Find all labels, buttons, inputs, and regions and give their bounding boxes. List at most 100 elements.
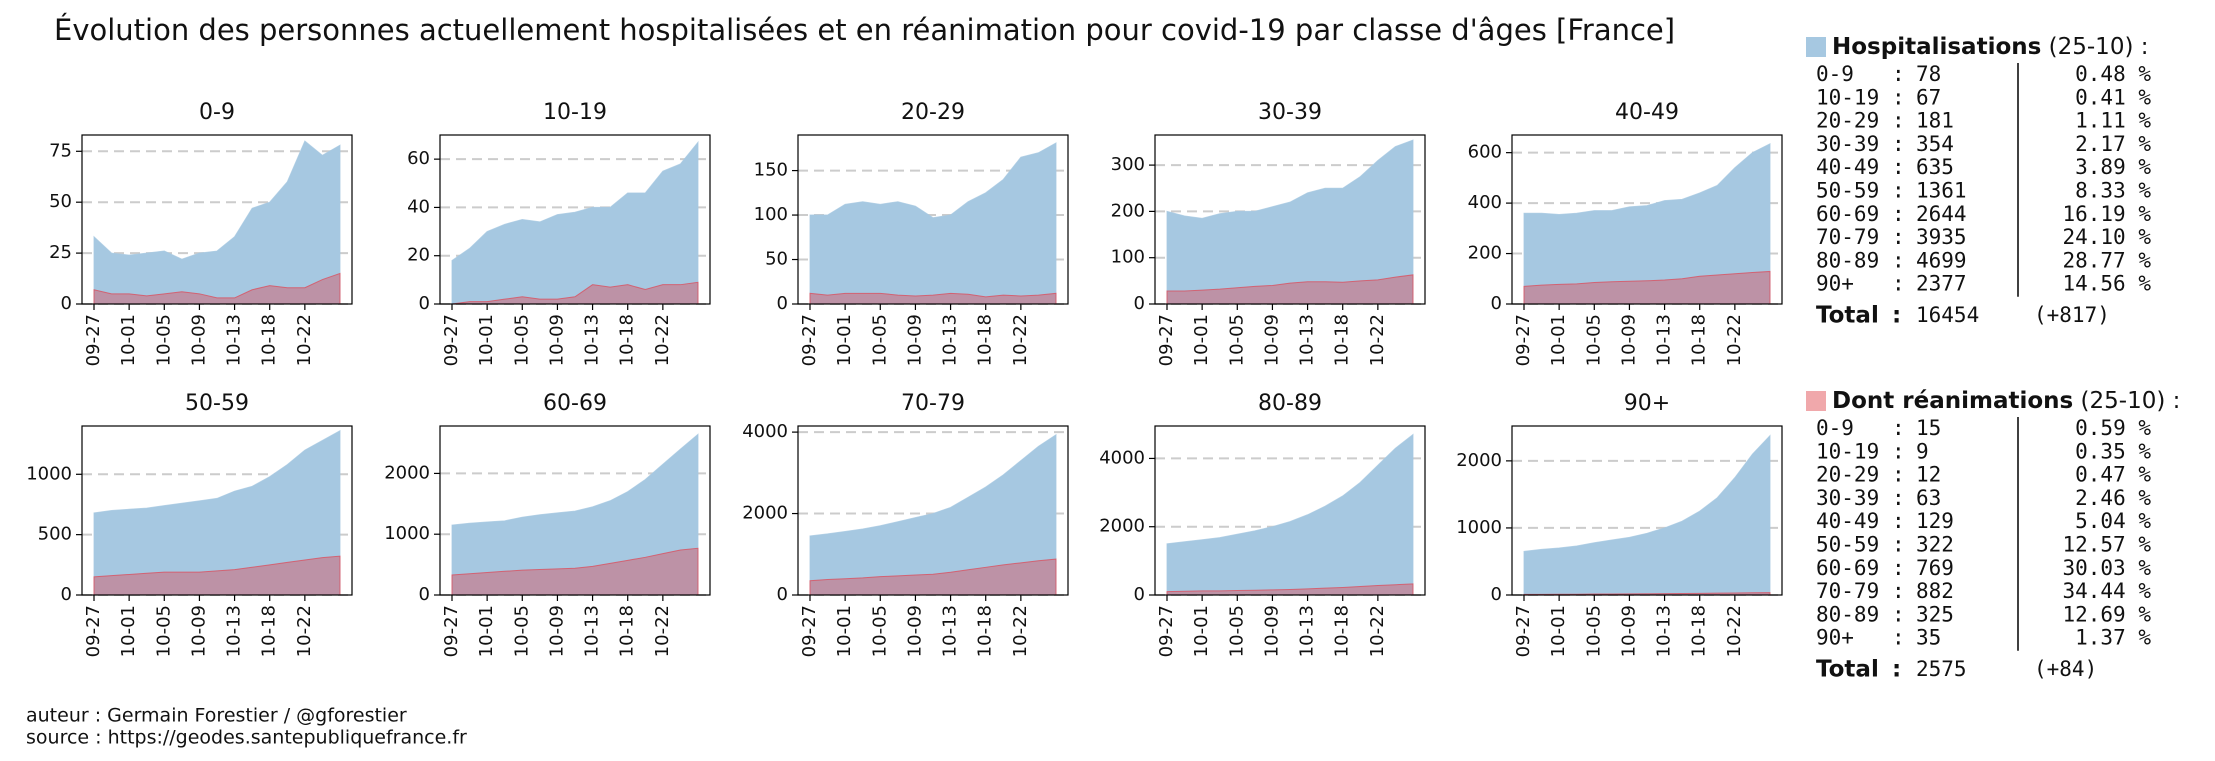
- x-tick-label: 10-18: [1689, 605, 1710, 657]
- percent: 34.44 %: [2062, 579, 2151, 603]
- y-tick-label: 1000: [1456, 517, 1502, 538]
- y-tick-label: 60: [407, 148, 430, 169]
- percent: 3.89 %: [2075, 155, 2151, 179]
- y-tick-label: 100: [754, 204, 788, 225]
- x-tick-label: 10-18: [259, 605, 280, 657]
- separator: :: [1892, 463, 1905, 487]
- separator: :: [1892, 556, 1905, 580]
- count: 882: [1916, 579, 1954, 603]
- percent: 8.33 %: [2075, 179, 2151, 203]
- percent: 2.17 %: [2075, 132, 2151, 156]
- x-tick-label: 10-09: [904, 314, 925, 366]
- count: 129: [1916, 509, 1954, 533]
- percent: 0.48 %: [2075, 62, 2151, 86]
- x-tick-label: 10-18: [617, 314, 638, 366]
- x-tick-label: 10-01: [476, 314, 497, 366]
- plot-frame: [1511, 134, 1783, 305]
- x-tick-label: 10-01: [1191, 314, 1212, 366]
- total-value: 16454: [1916, 303, 1979, 327]
- area: [451, 433, 699, 596]
- x-tick-label: 09-27: [83, 314, 104, 366]
- panel-title: 90+: [1624, 391, 1670, 416]
- area: [1166, 583, 1414, 596]
- percent: 0.59 %: [2075, 416, 2151, 440]
- count: 769: [1916, 556, 1954, 580]
- separator: :: [1892, 272, 1905, 296]
- percent: 2.46 %: [2075, 486, 2151, 510]
- age-label: 90+: [1816, 272, 1854, 296]
- y-tick-label: 0: [1134, 584, 1145, 605]
- x-tick-label: 10-05: [1583, 314, 1604, 366]
- area: [809, 433, 1057, 596]
- x-tick-label: 10-09: [546, 605, 567, 657]
- x-tick-label: 10-09: [188, 314, 209, 366]
- separator: :: [1892, 509, 1905, 533]
- x-tick-label: 10-18: [1332, 314, 1353, 366]
- age-label: 10-19: [1816, 439, 1879, 463]
- panel-title: 50-59: [185, 391, 249, 416]
- y-tick-label: 100: [1111, 247, 1145, 268]
- footer-author: auteur : Germain Forestier / @gforestier: [26, 705, 407, 727]
- x-tick-label: 10-18: [1689, 314, 1710, 366]
- x-tick-label: 10-01: [118, 314, 139, 366]
- age-label: 60-69: [1816, 202, 1879, 226]
- plot-frame: [439, 425, 711, 596]
- x-tick-label: 10-01: [834, 314, 855, 366]
- panel-title: 0-9: [199, 100, 235, 125]
- panel-title: 60-69: [543, 391, 607, 416]
- count: 1361: [1916, 179, 1967, 203]
- x-tick-label: 10-22: [1367, 605, 1388, 657]
- separator: :: [1892, 225, 1905, 249]
- y-tick-label: 0: [777, 584, 788, 605]
- y-tick-label: 0: [1491, 584, 1502, 605]
- count: 325: [1916, 602, 1954, 626]
- age-label: 10-19: [1816, 85, 1879, 109]
- plot-frame: [1154, 134, 1426, 305]
- count: 2377: [1916, 272, 1967, 296]
- percent: 0.47 %: [2075, 463, 2151, 487]
- x-tick-label: 10-22: [652, 314, 673, 366]
- y-tick-label: 2000: [1099, 516, 1145, 537]
- x-tick-label: 10-22: [1010, 605, 1031, 657]
- area: [93, 555, 341, 596]
- x-tick-label: 10-22: [294, 314, 315, 366]
- x-tick-label: 10-05: [511, 314, 532, 366]
- area: [451, 547, 699, 596]
- area: [93, 140, 341, 305]
- age-label: 40-49: [1816, 155, 1879, 179]
- x-tick-label: 10-09: [1261, 314, 1282, 366]
- legend-swatch: [1806, 37, 1826, 57]
- x-tick-label: 10-13: [1654, 314, 1675, 366]
- x-tick-label: 09-27: [1156, 605, 1177, 657]
- total-delta: (+817): [2034, 303, 2110, 327]
- area: [93, 429, 341, 596]
- percent: 5.04 %: [2075, 509, 2151, 533]
- separator: :: [1892, 248, 1905, 272]
- total-label: Total: [1816, 303, 1879, 329]
- count: 322: [1916, 533, 1954, 557]
- x-tick-label: 10-22: [1724, 314, 1745, 366]
- total-delta: (+84): [2034, 657, 2097, 681]
- age-label: 0-9: [1816, 62, 1854, 86]
- y-tick-label: 1000: [384, 523, 430, 544]
- y-tick-label: 0: [1491, 293, 1502, 314]
- separator: :: [1892, 109, 1905, 133]
- x-tick-label: 10-01: [476, 605, 497, 657]
- x-tick-label: 10-13: [1297, 605, 1318, 657]
- x-tick-label: 10-05: [1226, 314, 1247, 366]
- x-tick-label: 09-27: [799, 314, 820, 366]
- age-label: 80-89: [1816, 602, 1879, 626]
- summary-title: Dont réanimations: [1832, 388, 2073, 414]
- y-tick-label: 0: [419, 584, 430, 605]
- count: 78: [1916, 62, 1941, 86]
- area: [451, 140, 699, 305]
- count: 4699: [1916, 248, 1967, 272]
- y-tick-label: 0: [419, 293, 430, 314]
- x-tick-label: 10-09: [1618, 605, 1639, 657]
- x-tick-label: 10-05: [511, 605, 532, 657]
- x-tick-label: 09-27: [799, 605, 820, 657]
- figure-title: Évolution des personnes actuellement hos…: [54, 13, 1675, 47]
- separator: :: [1892, 132, 1905, 156]
- percent: 12.57 %: [2062, 533, 2151, 557]
